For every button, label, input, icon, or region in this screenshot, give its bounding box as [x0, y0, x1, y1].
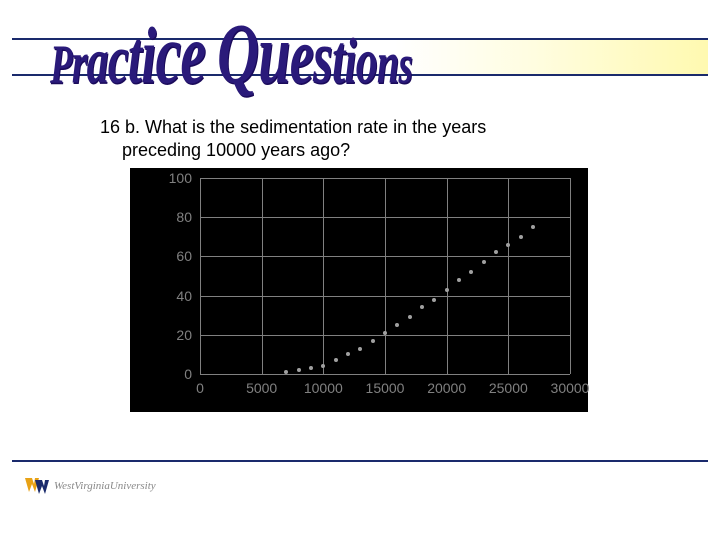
- data-point: [445, 288, 449, 292]
- data-point: [457, 278, 461, 282]
- wv-logo-mark: [24, 476, 50, 496]
- gridline-vertical: [385, 178, 386, 374]
- gridline-vertical: [200, 178, 201, 374]
- data-point: [284, 370, 288, 374]
- gridline-vertical: [570, 178, 571, 374]
- y-tick-label: 80: [152, 209, 192, 225]
- gridline-vertical: [508, 178, 509, 374]
- logo-text: WestVirginiaUniversity: [54, 480, 156, 492]
- y-tick-label: 100: [152, 170, 192, 186]
- data-point: [482, 260, 486, 264]
- data-point: [531, 225, 535, 229]
- sedimentation-chart: 0204060801000500010000150002000025000300…: [130, 168, 588, 412]
- y-tick-label: 20: [152, 327, 192, 343]
- wvu-logo: WestVirginiaUniversity: [24, 476, 156, 496]
- data-point: [297, 368, 301, 372]
- question-line1: 16 b. What is the sedimentation rate in …: [100, 116, 600, 139]
- x-tick-label: 15000: [360, 380, 410, 396]
- x-tick-label: 0: [175, 380, 225, 396]
- x-tick-label: 30000: [545, 380, 595, 396]
- data-point: [432, 298, 436, 302]
- data-point: [408, 315, 412, 319]
- data-point: [395, 323, 399, 327]
- data-point: [494, 250, 498, 254]
- data-point: [469, 270, 473, 274]
- data-point: [420, 305, 424, 309]
- data-point: [334, 358, 338, 362]
- data-point: [321, 364, 325, 368]
- data-point: [309, 366, 313, 370]
- gridline-vertical: [447, 178, 448, 374]
- y-tick-label: 60: [152, 248, 192, 264]
- data-point: [519, 235, 523, 239]
- x-tick-label: 10000: [298, 380, 348, 396]
- data-point: [371, 339, 375, 343]
- y-tick-label: 40: [152, 288, 192, 304]
- gridline-vertical: [262, 178, 263, 374]
- data-point: [506, 243, 510, 247]
- footer-divider: [12, 460, 708, 462]
- slide-title: Practice Questions: [50, 6, 412, 105]
- gridline-vertical: [323, 178, 324, 374]
- data-point: [383, 331, 387, 335]
- x-tick-label: 25000: [483, 380, 533, 396]
- x-tick-label: 5000: [237, 380, 287, 396]
- gridline-horizontal: [200, 374, 570, 375]
- data-point: [346, 352, 350, 356]
- data-point: [358, 347, 362, 351]
- plot-area: [200, 178, 570, 374]
- question-text: 16 b. What is the sedimentation rate in …: [100, 116, 600, 161]
- question-line2: preceding 10000 years ago?: [100, 139, 600, 162]
- x-tick-label: 20000: [422, 380, 472, 396]
